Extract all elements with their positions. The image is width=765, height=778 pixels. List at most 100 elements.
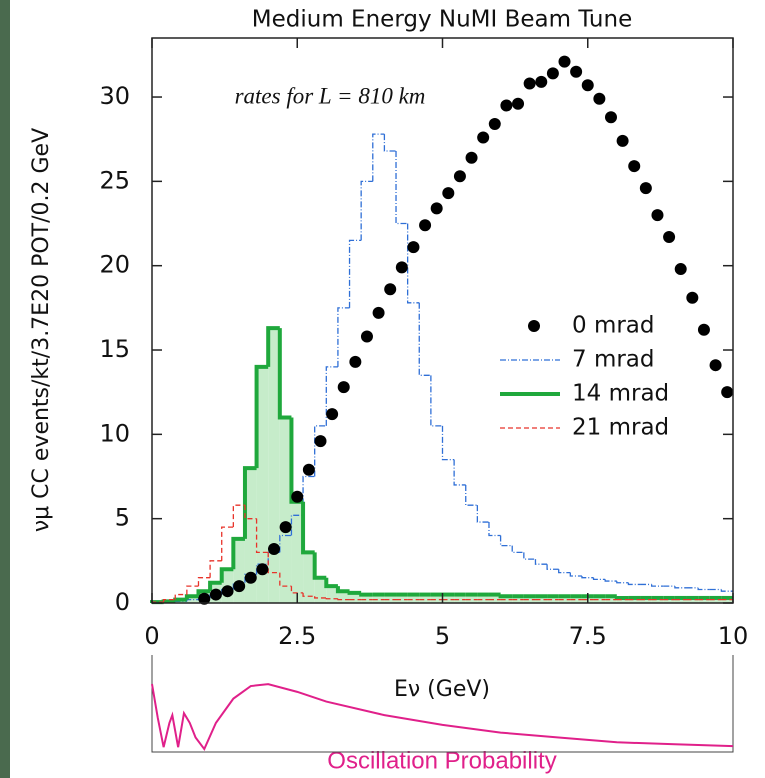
data-point (651, 209, 664, 222)
data-point (709, 359, 722, 372)
legend-label: 14 mrad (572, 381, 669, 407)
histogram-step (488, 522, 501, 537)
data-point (384, 283, 397, 296)
bar-fill (721, 597, 733, 603)
histogram-step (604, 579, 617, 582)
histogram-step (337, 307, 350, 367)
bar-fill (349, 592, 362, 603)
histogram-step (337, 598, 350, 601)
data-point (593, 92, 606, 105)
data-point (337, 381, 350, 394)
bar-fill (279, 417, 292, 603)
data-point (326, 408, 339, 421)
y-tick-label: 5 (115, 504, 130, 532)
bar-fill (337, 591, 350, 603)
bar-fill (465, 594, 478, 603)
bar-fill (488, 594, 501, 603)
data-point (604, 111, 617, 124)
histogram-step (335, 586, 350, 594)
histogram-step (161, 599, 176, 604)
bar-fill (640, 597, 652, 603)
bar-fill (674, 597, 687, 603)
histogram-step (558, 569, 571, 574)
histogram-step (674, 586, 687, 589)
data-point (581, 79, 594, 92)
bar-fill (628, 597, 641, 603)
bar-fill (430, 594, 443, 603)
histogram-step (359, 592, 373, 597)
data-point (209, 588, 222, 601)
histogram-step (383, 134, 397, 152)
histogram-step (173, 597, 187, 602)
y-tick-label: 25 (99, 166, 130, 194)
histogram-step (221, 526, 234, 561)
histogram-step (430, 375, 443, 427)
histogram-step (186, 585, 199, 595)
data-point (221, 585, 234, 598)
histogram-step (581, 576, 594, 579)
bar-fill (244, 468, 257, 603)
bar-fill (558, 596, 571, 603)
panel-frame (151, 655, 734, 753)
bar-fill (407, 594, 420, 603)
bar-fill (384, 594, 397, 603)
data-point (570, 65, 583, 78)
data-point (453, 170, 466, 183)
y-axis-label: νμ CC events/kt/3.7E20 POT/0.2 GeV (29, 128, 54, 532)
histogram-step (476, 505, 489, 523)
data-point (279, 521, 292, 534)
histogram-step (255, 518, 269, 554)
data-point (628, 160, 641, 173)
data-point (268, 543, 281, 556)
histogram-step (523, 552, 536, 560)
histogram-step (290, 586, 304, 594)
y-tick-label: 30 (99, 82, 130, 110)
data-point (663, 231, 676, 244)
legend-label: 21 mrad (572, 415, 669, 441)
histogram-step (255, 563, 269, 575)
bar-fill (396, 594, 408, 603)
histogram-step (196, 589, 211, 597)
data-point (488, 118, 501, 131)
histogram-step (348, 239, 362, 308)
histogram-step (569, 572, 582, 577)
histogram-step (266, 326, 280, 367)
histogram-step (244, 505, 257, 520)
data-point (500, 99, 513, 112)
legend-label: 0 mrad (572, 313, 655, 339)
histogram-step (499, 535, 513, 547)
data-point (407, 241, 420, 254)
legend-label: 7 mrad (572, 347, 655, 373)
data-point (523, 77, 536, 90)
histogram-step (302, 592, 315, 597)
histogram-step (546, 564, 559, 570)
data-point (465, 151, 478, 164)
data-point (558, 55, 571, 68)
histogram-step (511, 545, 524, 554)
bar-fill (256, 366, 269, 603)
x-tick-label: 5 (435, 622, 450, 650)
bar-fill (233, 538, 245, 603)
x-tick-label: 7.5 (569, 622, 607, 650)
bar-fill (570, 596, 582, 603)
x-tick-label: 0 (144, 622, 159, 650)
histogram-step (289, 417, 304, 504)
histogram-step (277, 328, 292, 420)
histogram-step (453, 459, 466, 486)
data-point (291, 490, 304, 503)
bar-fill (547, 596, 559, 603)
histogram-step (290, 514, 304, 536)
data-point (419, 219, 432, 232)
histogram-step (312, 552, 327, 580)
histogram-step (406, 223, 420, 304)
bar-fill (372, 594, 385, 603)
histogram-step (534, 559, 548, 565)
x-tick-label: 10 (718, 622, 749, 650)
bar-fill (686, 597, 699, 603)
histogram-step (267, 552, 280, 574)
data-point (198, 592, 211, 605)
data-point (639, 182, 652, 195)
histogram-step (325, 366, 338, 426)
histogram-step (197, 577, 211, 587)
